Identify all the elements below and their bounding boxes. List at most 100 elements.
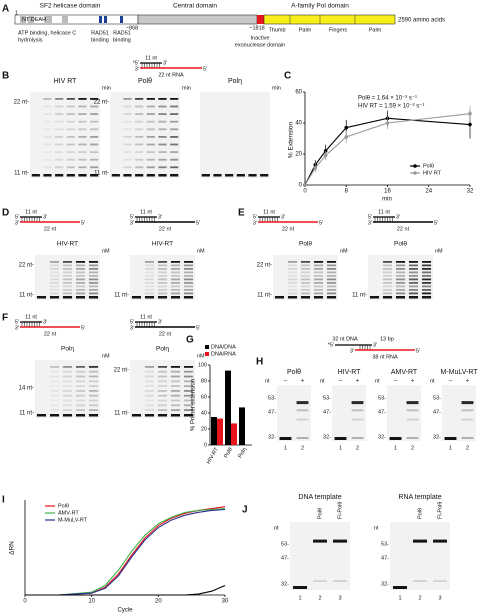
gel-band (406, 401, 419, 405)
gel-band (183, 278, 194, 281)
label: 3' (350, 348, 354, 354)
gel-band (49, 409, 60, 411)
label: Polθ (317, 508, 323, 519)
gel-band (146, 158, 155, 161)
gel-band (296, 418, 309, 421)
gel-band (158, 136, 167, 138)
gel-band (146, 166, 155, 169)
gel-band (300, 268, 311, 270)
gel-band (158, 113, 167, 115)
gel-band (382, 268, 393, 270)
label: nt (374, 525, 379, 531)
label: 3' (158, 214, 162, 220)
gel-band (78, 105, 87, 108)
gel-band (88, 296, 99, 299)
gel-band (144, 292, 155, 295)
gel-band (183, 375, 194, 378)
label: min (182, 85, 191, 91)
label: Polθ (138, 78, 152, 85)
label: 5' (253, 214, 257, 220)
gel-band (333, 580, 347, 582)
gel-band (183, 404, 194, 407)
gel-band (170, 143, 179, 146)
label: DNA template (298, 494, 341, 501)
gel-band (170, 271, 181, 274)
gel-band (135, 105, 144, 108)
data-point (468, 111, 472, 116)
gel-band (183, 289, 194, 291)
gel-band (62, 414, 73, 417)
gel-band (389, 437, 402, 440)
label: 1 (394, 445, 397, 451)
x-tick-label: 16 (384, 189, 391, 195)
shape (20, 16, 26, 23)
label: 11 nt- (114, 411, 129, 417)
gel-band (78, 120, 87, 123)
gel-band (287, 289, 298, 291)
gel-band (183, 268, 194, 270)
label: 11 nt (25, 209, 37, 215)
gel-band (49, 380, 60, 383)
label: nM (102, 248, 110, 254)
gel-band (157, 296, 168, 299)
gel-band (49, 296, 60, 299)
gel-band (62, 268, 73, 270)
gel-band (75, 278, 86, 281)
gel-band (421, 289, 432, 291)
gel-band (62, 399, 73, 402)
gel-band (293, 586, 307, 589)
gel-band (433, 539, 447, 543)
gel-band (433, 580, 447, 582)
gel-band (144, 268, 155, 270)
gel-band (144, 370, 155, 373)
gel-band (88, 292, 99, 295)
label: min (102, 85, 111, 91)
label: Fl-Polθ (437, 502, 443, 519)
data-point (323, 153, 328, 158)
x-tick-label: 20 (155, 599, 162, 605)
gel-band (43, 143, 52, 146)
label: binding (113, 37, 131, 43)
label: *5' (133, 60, 139, 66)
label: 47- (433, 409, 441, 415)
gel-band (395, 268, 406, 270)
legend-label: DNA/RNA (211, 351, 236, 357)
label: 53- (323, 395, 331, 401)
label: min (382, 197, 392, 203)
label: 1 (339, 445, 342, 451)
gel-band (461, 437, 474, 439)
panel-letter: J (242, 505, 248, 516)
gel-band (300, 275, 311, 277)
gel-band (326, 278, 337, 281)
gel-band (158, 143, 167, 146)
gel-band (90, 158, 99, 161)
gel-band (313, 580, 327, 582)
gel (387, 385, 421, 441)
gel-band (395, 275, 406, 277)
label: AMV-RT (391, 369, 418, 376)
gel-band (55, 143, 64, 146)
label: % Primer extension (191, 379, 197, 431)
gel-band (49, 275, 60, 277)
label: 14 nt- (19, 386, 34, 392)
series-line (25, 508, 226, 596)
gel-band (36, 414, 47, 417)
gel-band (408, 271, 419, 274)
label: 3' (135, 66, 139, 72)
gel-band (123, 136, 132, 138)
label: 11 nt- (14, 171, 29, 177)
gel-band (183, 399, 194, 402)
gel-band (300, 278, 311, 281)
gel-band (43, 174, 52, 177)
gel-band (333, 539, 347, 543)
gel-band (395, 278, 406, 281)
gel-band (62, 296, 73, 299)
gel-band (170, 390, 181, 392)
label: 3' (15, 325, 19, 331)
panel-letter: D (2, 208, 9, 219)
gel-band (111, 174, 120, 177)
gel-band (382, 278, 393, 281)
gel-band (461, 409, 474, 412)
gel-band (144, 414, 155, 417)
gel-band (248, 174, 257, 177)
